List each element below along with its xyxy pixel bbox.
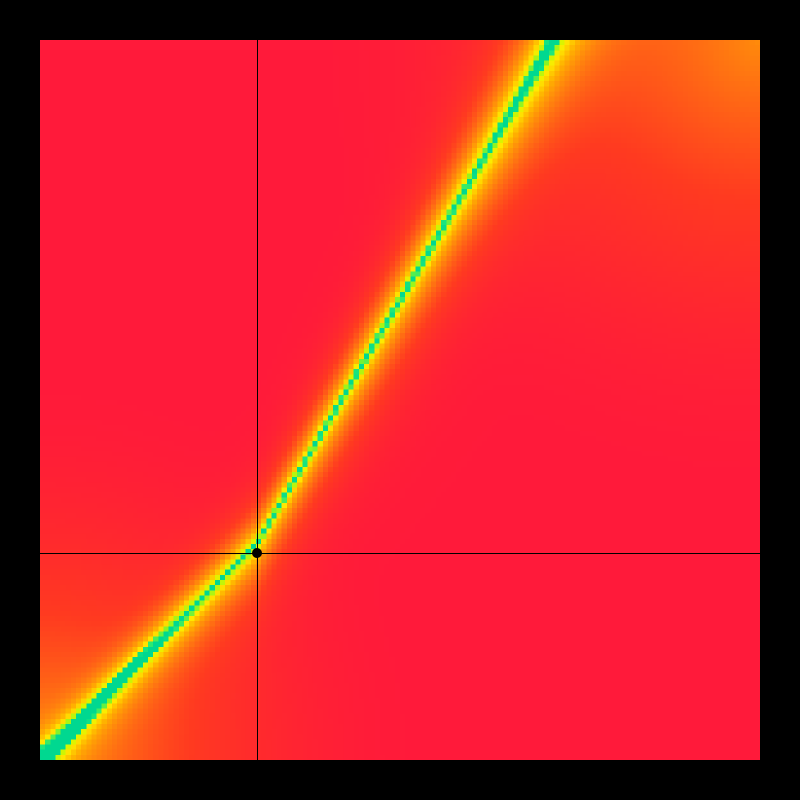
chart-container: TheBottleneck.com — [0, 0, 800, 800]
intersection-marker — [252, 548, 262, 558]
heatmap-canvas — [40, 40, 760, 760]
crosshair-horizontal — [40, 553, 760, 554]
heatmap-plot — [40, 40, 760, 760]
watermark-text: TheBottleneck.com — [580, 6, 780, 34]
crosshair-vertical — [257, 40, 258, 760]
